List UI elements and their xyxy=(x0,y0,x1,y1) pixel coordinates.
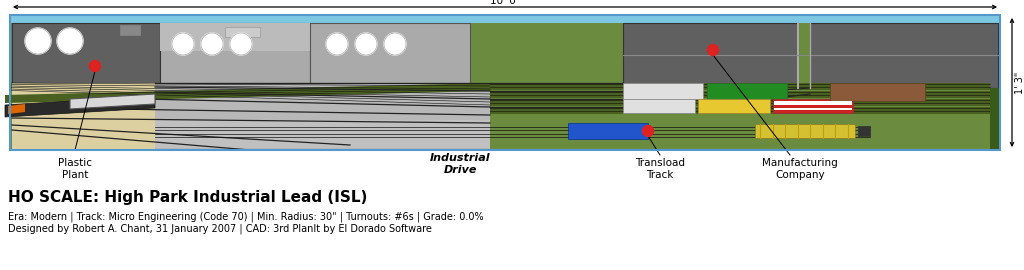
Bar xyxy=(120,25,140,35)
Polygon shape xyxy=(8,104,25,114)
Bar xyxy=(623,99,695,113)
Circle shape xyxy=(25,28,51,54)
Circle shape xyxy=(384,33,406,55)
Bar xyxy=(707,83,787,99)
Polygon shape xyxy=(5,83,490,103)
Bar xyxy=(990,88,1000,150)
Bar xyxy=(490,83,990,90)
Bar xyxy=(12,23,160,83)
Bar xyxy=(858,126,870,136)
Text: Plastic
Plant: Plastic Plant xyxy=(58,158,92,180)
Bar xyxy=(490,107,990,114)
Text: 10' 0": 10' 0" xyxy=(489,0,520,6)
Circle shape xyxy=(230,33,252,55)
Polygon shape xyxy=(12,83,155,150)
Polygon shape xyxy=(490,120,990,148)
Circle shape xyxy=(355,33,377,55)
Text: Designed by Robert A. Chant, 31 January 2007 | CAD: 3rd PlanIt by El Dorado Soft: Designed by Robert A. Chant, 31 January … xyxy=(8,224,432,235)
Text: Manufacturing
Company: Manufacturing Company xyxy=(762,158,838,180)
Bar xyxy=(160,23,310,83)
Bar xyxy=(160,23,310,51)
Circle shape xyxy=(708,45,719,56)
Bar xyxy=(490,91,990,98)
Text: HO SCALE: High Park Industrial Lead (ISL): HO SCALE: High Park Industrial Lead (ISL… xyxy=(8,190,368,205)
Text: Era: Modern | Track: Micro Engineering (Code 70) | Min. Radius: 30" | Turnouts: : Era: Modern | Track: Micro Engineering (… xyxy=(8,212,483,222)
Circle shape xyxy=(326,33,348,55)
Bar xyxy=(774,101,852,105)
Bar xyxy=(10,23,1000,150)
Bar xyxy=(830,83,925,101)
Text: Industrial
Drive: Industrial Drive xyxy=(430,153,490,176)
Bar xyxy=(623,83,703,99)
Bar xyxy=(310,23,470,83)
Text: Transload
Track: Transload Track xyxy=(635,158,685,180)
Bar xyxy=(623,23,798,88)
Polygon shape xyxy=(155,83,490,150)
Polygon shape xyxy=(5,96,155,117)
Bar xyxy=(155,120,990,148)
Circle shape xyxy=(172,33,194,55)
Bar xyxy=(773,99,853,113)
Bar xyxy=(10,15,1000,150)
Text: 1' 3": 1' 3" xyxy=(1015,71,1024,94)
Bar xyxy=(774,108,852,110)
Circle shape xyxy=(57,28,83,54)
Circle shape xyxy=(89,60,100,72)
Circle shape xyxy=(642,126,653,137)
Bar xyxy=(568,123,648,139)
Bar xyxy=(755,124,855,138)
Bar xyxy=(10,15,1000,23)
Bar xyxy=(810,23,998,88)
Polygon shape xyxy=(70,94,155,109)
Bar xyxy=(490,99,990,106)
Bar xyxy=(698,99,770,113)
Bar xyxy=(225,27,260,37)
Bar xyxy=(10,15,1000,150)
Circle shape xyxy=(201,33,223,55)
